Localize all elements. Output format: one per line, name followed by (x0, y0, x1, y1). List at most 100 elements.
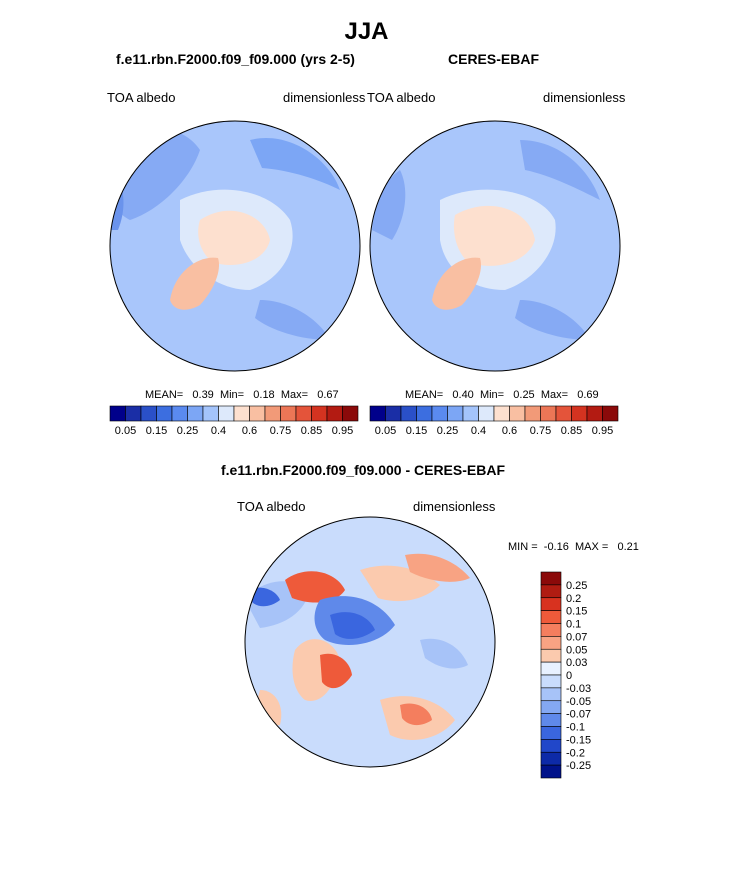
colorbar-1-tick-label: 0.25 (177, 425, 198, 437)
min-value: -0.16 (543, 541, 569, 553)
colorbar-1-swatch (202, 405, 219, 422)
min-label: Min= (479, 389, 505, 401)
colorbar-3-swatch (540, 610, 562, 624)
colorbar-3-tick-label: -0.07 (566, 709, 591, 721)
colorbar-2-swatch (462, 405, 479, 422)
panel-3-map (244, 516, 496, 768)
colorbar-1-swatch (326, 405, 343, 422)
colorbar-1-tick-label: 0.6 (242, 425, 257, 437)
colorbar-1-tick-label: 0.4 (211, 425, 226, 437)
panel-2-units-label: dimensionless (543, 90, 626, 105)
colorbar-1-swatch (125, 405, 142, 422)
min-label: MIN = (508, 541, 538, 553)
colorbar-3-tick-label: 0.07 (566, 631, 587, 643)
panel-3-title: f.e11.rbn.F2000.f09_f09.000 - CERES-EBAF (221, 462, 506, 478)
colorbar-3-tick-label: -0.15 (566, 734, 591, 746)
colorbar-1-tick-label: 0.15 (146, 425, 167, 437)
colorbar-3-tick-label: 0.25 (566, 580, 587, 592)
colorbar-1-tick-label: 0.05 (115, 425, 136, 437)
colorbar-3-swatch (540, 623, 562, 637)
max-label: MAX = (574, 541, 609, 553)
colorbar-2-swatch (540, 405, 557, 422)
colorbar-2-swatch (493, 405, 510, 422)
colorbar-3-tick-label: 0.05 (566, 644, 587, 656)
colorbar-3-swatch (540, 636, 562, 650)
colorbar-1-tick-label: 0.75 (270, 425, 291, 437)
colorbar-3-tick-label: -0.05 (566, 696, 591, 708)
colorbar-3-tick-label: -0.1 (566, 722, 585, 734)
colorbar-2-tick-label: 0.75 (530, 425, 551, 437)
panel-2-variable-label: TOA albedo (367, 90, 436, 105)
colorbar-3-swatch (540, 584, 562, 599)
colorbar-panel-2: 0.05 0.15 0.25 0.4 0.6 0.75 0.85 0.95 (369, 405, 619, 437)
colorbar-3-swatch (540, 661, 562, 676)
colorbar-2-swatch (385, 405, 402, 422)
colorbar-3-swatch (540, 751, 562, 766)
colorbar-1-swatch (233, 405, 250, 422)
colorbar-2-tick-label: 0.85 (561, 425, 582, 437)
colorbar-1-swatch (187, 405, 204, 422)
panel-3-units-label: dimensionless (413, 499, 496, 514)
colorbar-2-swatch (602, 405, 619, 422)
colorbar-2-tick-label: 0.25 (437, 425, 458, 437)
colorbar-3-swatch (540, 739, 562, 753)
colorbar-2-tick-label: 0.15 (406, 425, 427, 437)
min-value: 0.25 (513, 389, 535, 401)
panel-1-units-label: dimensionless (283, 90, 366, 105)
colorbar-2-tick-label: 0.6 (502, 425, 517, 437)
colorbar-1-swatch (264, 405, 281, 422)
max-value: 0.67 (317, 389, 339, 401)
panel-1-map (109, 120, 361, 372)
max-value: 0.69 (577, 389, 599, 401)
colorbar-2-swatch (478, 405, 495, 422)
colorbar-1-swatch (295, 405, 312, 422)
colorbar-2-swatch (571, 405, 588, 422)
page-title: JJA (344, 18, 389, 45)
colorbar-2-tick-label: 0.05 (375, 425, 396, 437)
panel-2-stats: MEAN= 0.40 Min= 0.25 Max= 0.69 (405, 389, 599, 401)
colorbar-2-swatch (509, 405, 526, 422)
mean-value: 0.40 (452, 389, 474, 401)
colorbar-2-swatch (586, 405, 603, 422)
min-label: Min= (219, 389, 245, 401)
colorbar-3-swatch (540, 674, 562, 689)
colorbar-3-tick-label: 0.15 (566, 606, 587, 618)
colorbar-2-tick-label: 0.4 (471, 425, 486, 437)
colorbar-2-swatch (400, 405, 417, 422)
panel-3-stats: MIN = -0.16 MAX = 0.21 (508, 541, 639, 553)
colorbar-2-swatch (431, 405, 448, 422)
max-label: Max= (540, 389, 569, 401)
max-label: Max= (280, 389, 309, 401)
min-value: 0.18 (253, 389, 275, 401)
colorbar-2-tick-label: 0.95 (592, 425, 613, 437)
colorbar-1-swatch (280, 405, 297, 422)
colorbar-2-swatch (416, 405, 433, 422)
mean-value: 0.39 (192, 389, 214, 401)
colorbar-3-tick-label: -0.25 (566, 760, 591, 772)
colorbar-2-swatch (524, 405, 541, 422)
colorbar-panel-1: 0.05 0.15 0.25 0.4 0.6 0.75 0.85 0.95 (109, 405, 359, 437)
colorbar-3-swatch (540, 713, 562, 727)
colorbar-1-swatch (249, 405, 266, 422)
panel-1-variable-label: TOA albedo (107, 90, 176, 105)
panel-1-title: f.e11.rbn.F2000.f09_f09.000 (yrs 2-5) (116, 51, 355, 67)
colorbar-3-swatch (540, 726, 562, 740)
colorbar-1-swatch (109, 405, 126, 422)
colorbar-2-swatch (369, 405, 386, 422)
panel-2-map (369, 120, 621, 372)
colorbar-panel-3: 0.250.20.150.10.070.050.030-0.03-0.05-0.… (540, 571, 591, 779)
colorbar-1-swatch (311, 405, 328, 422)
colorbar-1-tick-label: 0.85 (301, 425, 322, 437)
max-value: 0.21 (617, 541, 639, 553)
colorbar-3-swatch (540, 764, 562, 779)
colorbar-3-swatch (540, 571, 562, 586)
colorbar-3-swatch (540, 687, 562, 702)
colorbar-1-swatch (156, 405, 173, 422)
colorbar-1-swatch (140, 405, 157, 422)
colorbar-1-swatch (218, 405, 235, 422)
colorbar-3-swatch (540, 597, 562, 611)
colorbar-3-tick-label: 0 (566, 670, 572, 682)
mean-label: MEAN= (145, 389, 184, 401)
colorbar-2-swatch (555, 405, 572, 422)
panel-3-variable-label: TOA albedo (237, 499, 306, 514)
